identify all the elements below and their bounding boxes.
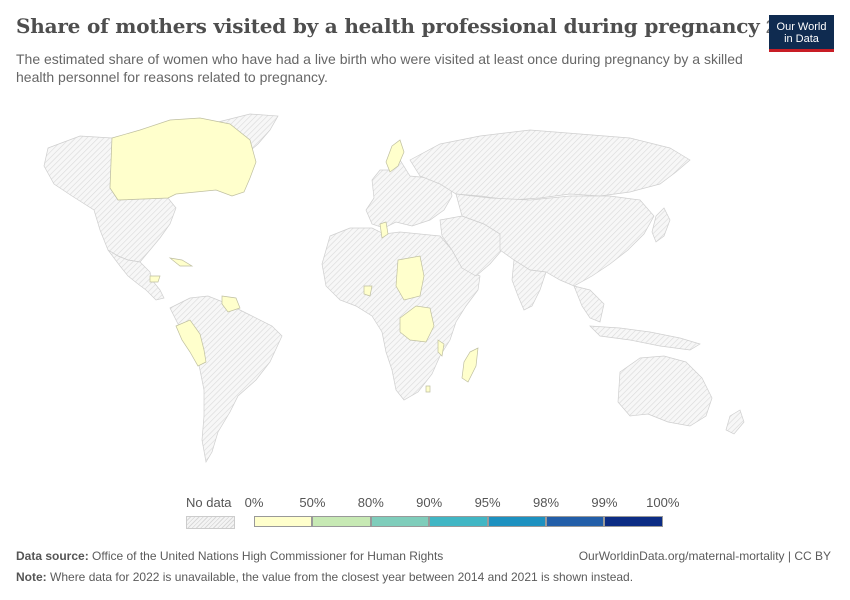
legend-bin-2[interactable] xyxy=(370,516,430,527)
region-sweden[interactable] xyxy=(385,139,405,173)
legend-no-data-label: No data xyxy=(186,495,232,510)
region-canada[interactable] xyxy=(109,117,257,201)
region-burkina-faso[interactable] xyxy=(363,285,373,297)
region-malawi[interactable] xyxy=(437,339,445,357)
region-india[interactable] xyxy=(511,259,547,311)
footer-source: Data source: Office of the United Nation… xyxy=(16,549,443,563)
region-indonesia[interactable] xyxy=(589,325,701,351)
owid-logo[interactable]: Our World in Data xyxy=(769,15,834,52)
region-cuba[interactable] xyxy=(168,257,194,267)
legend-bin-1[interactable] xyxy=(312,516,371,527)
footer-note-text: Where data for 2022 is unavailable, the … xyxy=(50,570,634,584)
region-southeast-asia[interactable] xyxy=(573,285,605,323)
legend-bin-6[interactable] xyxy=(604,516,663,527)
region-new-zealand[interactable] xyxy=(725,409,745,435)
legend-tick-label: 0% xyxy=(244,495,264,510)
footer-note: Note: Where data for 2022 is unavailable… xyxy=(16,570,633,584)
chart-title: Share of mothers visited by a health pro… xyxy=(16,14,805,38)
legend-bin-5[interactable] xyxy=(546,516,605,527)
legend-tick-label: 100% xyxy=(646,495,680,510)
legend-bin-0[interactable] xyxy=(254,516,313,527)
legend-tick-label: 98% xyxy=(532,495,560,510)
region-australia[interactable] xyxy=(617,355,713,427)
chart-title-text: Share of mothers visited by a health pro… xyxy=(16,14,760,38)
region-eswatini[interactable] xyxy=(425,385,431,393)
legend-tick-label: 80% xyxy=(357,495,384,510)
footer-url[interactable]: OurWorldinData.org/maternal-mortality | … xyxy=(578,549,831,563)
region-tunisia[interactable] xyxy=(379,221,389,239)
region-russia[interactable] xyxy=(409,129,691,201)
footer-source-text: Office of the United Nations High Commis… xyxy=(92,549,444,563)
region-madagascar[interactable] xyxy=(461,347,479,383)
region-asia[interactable] xyxy=(455,193,655,287)
footer-source-label: Data source: xyxy=(16,549,89,563)
legend-tick-label: 50% xyxy=(299,495,326,510)
region-peru[interactable] xyxy=(175,319,207,367)
logo-line-2: in Data xyxy=(784,33,819,45)
region-zambia[interactable] xyxy=(399,305,435,343)
region-guyana-suriname[interactable] xyxy=(221,295,241,313)
world-map[interactable] xyxy=(0,100,850,480)
region-africa[interactable] xyxy=(321,227,481,401)
legend-tick-label: 95% xyxy=(474,495,501,510)
legend-bin-3[interactable] xyxy=(429,516,488,527)
region-honduras[interactable] xyxy=(149,275,161,283)
map-legend: No data 0% 50% 80% 90% 95% 98% 99% 100% xyxy=(0,495,850,535)
footer-note-label: Note: xyxy=(16,570,47,584)
legend-tick-label: 99% xyxy=(591,495,618,510)
logo-line-1: Our World xyxy=(776,21,827,33)
legend-bin-4[interactable] xyxy=(487,516,546,527)
legend-no-data-swatch[interactable] xyxy=(186,516,235,529)
region-south-america[interactable] xyxy=(169,295,283,463)
region-japan[interactable] xyxy=(651,207,671,243)
region-sudan[interactable] xyxy=(395,255,425,301)
region-mexico-central-america[interactable] xyxy=(107,249,165,301)
legend-tick-label: 90% xyxy=(416,495,443,510)
chart-subtitle: The estimated share of women who have ha… xyxy=(16,51,743,85)
